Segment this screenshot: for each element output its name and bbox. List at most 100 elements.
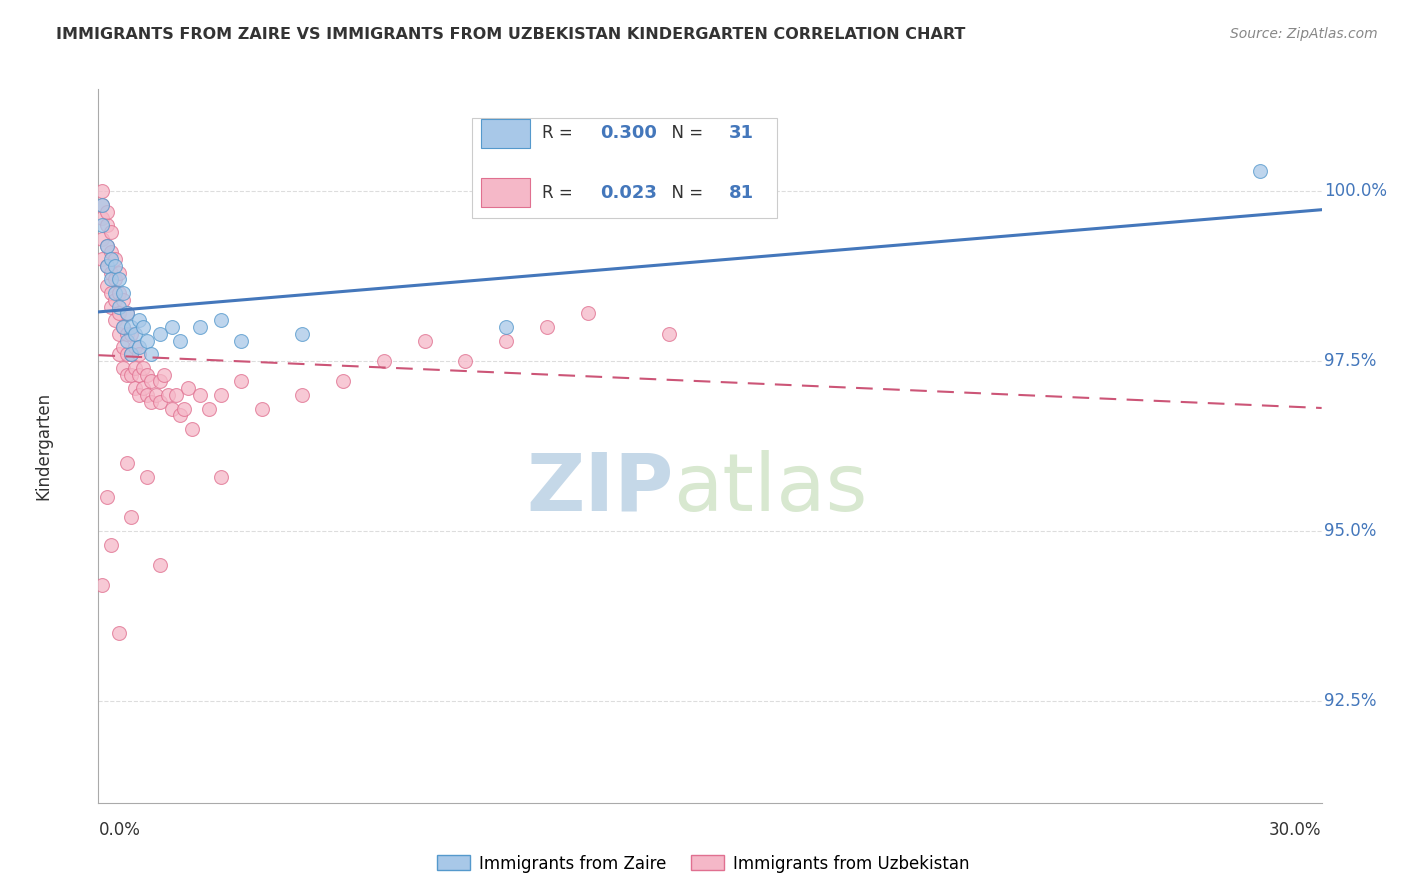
Point: [169, 334, 191, 348]
Point: [149, 326, 172, 341]
Point: [100, 537, 122, 551]
Point: [115, 347, 138, 361]
Point: [96, 218, 118, 232]
Point: [495, 320, 517, 334]
Point: [115, 334, 138, 348]
Point: [104, 313, 127, 327]
Point: [115, 306, 138, 320]
Point: [108, 347, 131, 361]
Point: [169, 409, 191, 423]
Point: [115, 326, 138, 341]
Point: [91, 198, 114, 212]
Point: [124, 341, 146, 355]
Text: 95.0%: 95.0%: [1324, 522, 1376, 540]
Point: [149, 375, 172, 389]
Text: 0.023: 0.023: [600, 184, 657, 202]
Point: [115, 456, 138, 470]
Point: [108, 272, 131, 286]
Point: [128, 313, 150, 327]
FancyBboxPatch shape: [471, 118, 778, 218]
Point: [152, 368, 174, 382]
Point: [108, 626, 131, 640]
Point: [658, 326, 681, 341]
Point: [124, 381, 146, 395]
Point: [91, 198, 114, 212]
Point: [91, 232, 114, 246]
Text: R =: R =: [543, 125, 578, 143]
Text: IMMIGRANTS FROM ZAIRE VS IMMIGRANTS FROM UZBEKISTAN KINDERGARTEN CORRELATION CHA: IMMIGRANTS FROM ZAIRE VS IMMIGRANTS FROM…: [56, 27, 966, 42]
Point: [454, 354, 477, 368]
Point: [128, 388, 150, 402]
Point: [104, 252, 127, 266]
Point: [96, 238, 118, 252]
Point: [291, 326, 314, 341]
Point: [111, 360, 134, 375]
Point: [136, 469, 159, 483]
Point: [111, 320, 134, 334]
Point: [100, 225, 122, 239]
Point: [173, 401, 195, 416]
Legend: Immigrants from Zaire, Immigrants from Uzbekistan: Immigrants from Zaire, Immigrants from U…: [430, 848, 976, 880]
Point: [91, 252, 114, 266]
Point: [124, 326, 146, 341]
Point: [111, 293, 134, 307]
FancyBboxPatch shape: [481, 120, 530, 148]
Point: [96, 259, 118, 273]
Point: [104, 272, 127, 286]
Point: [209, 313, 232, 327]
Point: [160, 320, 183, 334]
Point: [132, 381, 155, 395]
Text: N =: N =: [661, 184, 709, 202]
Point: [209, 388, 232, 402]
Point: [156, 388, 179, 402]
Text: 97.5%: 97.5%: [1324, 352, 1376, 370]
Point: [111, 320, 134, 334]
Text: 0.0%: 0.0%: [98, 821, 141, 838]
Point: [91, 184, 114, 198]
Point: [120, 347, 142, 361]
Point: [120, 326, 142, 341]
Point: [111, 341, 134, 355]
Text: 81: 81: [728, 184, 754, 202]
Text: 31: 31: [728, 125, 754, 143]
Point: [104, 259, 127, 273]
Point: [128, 368, 150, 382]
Point: [188, 320, 212, 334]
Point: [149, 558, 172, 572]
Point: [1249, 163, 1271, 178]
Text: 30.0%: 30.0%: [1270, 821, 1322, 838]
Point: [132, 320, 155, 334]
Point: [108, 300, 131, 314]
Point: [91, 218, 114, 232]
Text: Source: ZipAtlas.com: Source: ZipAtlas.com: [1230, 27, 1378, 41]
Point: [100, 245, 122, 260]
Point: [141, 347, 163, 361]
Point: [115, 306, 138, 320]
Point: [536, 320, 558, 334]
Point: [120, 347, 142, 361]
Point: [104, 293, 127, 307]
FancyBboxPatch shape: [481, 178, 530, 207]
Point: [120, 320, 142, 334]
Point: [120, 368, 142, 382]
Point: [181, 422, 204, 436]
Point: [96, 238, 118, 252]
Point: [128, 347, 150, 361]
Point: [91, 578, 114, 592]
Point: [124, 360, 146, 375]
Point: [96, 259, 118, 273]
Point: [160, 401, 183, 416]
Point: [132, 360, 155, 375]
Point: [100, 300, 122, 314]
Point: [96, 490, 118, 504]
Point: [100, 286, 122, 301]
Point: [115, 368, 138, 382]
Point: [108, 266, 131, 280]
Point: [413, 334, 436, 348]
Point: [111, 286, 134, 301]
Point: [96, 279, 118, 293]
Point: [231, 334, 253, 348]
Point: [120, 510, 142, 524]
Point: [250, 401, 273, 416]
Text: 92.5%: 92.5%: [1324, 692, 1376, 710]
